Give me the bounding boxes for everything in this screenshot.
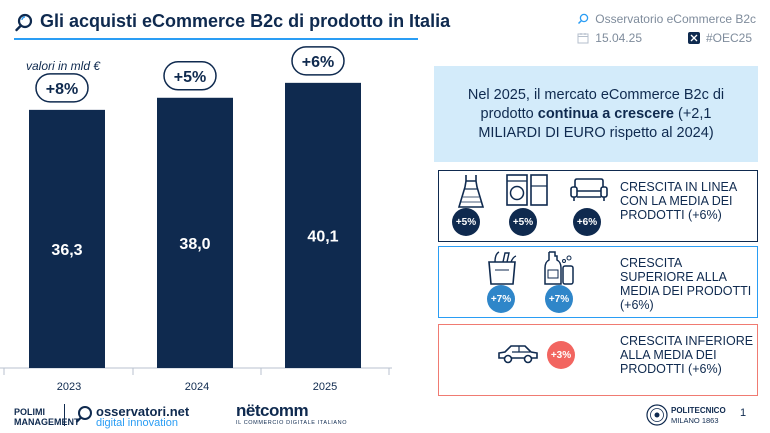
cleaning-products-icon (544, 251, 574, 285)
badge-cleaning: +7% (545, 285, 573, 313)
growth-label-2024: +5% (174, 69, 206, 86)
date-label: 15.04.25 (595, 30, 642, 45)
category-box-inline: +5% +5% +6% CRESCITA IN LINEA CON LA MED… (438, 170, 758, 242)
data-label-2025: 40,1 (307, 228, 338, 245)
lead-text-after: (+2,1 MILIARDI DI EURO rispetto al 2024) (478, 105, 714, 141)
dress-icon (457, 175, 485, 208)
netcomm-tagline: IL COMMERCIO DIGITALE ITALIANO (236, 420, 348, 426)
osservatori-name: osservatori.net (96, 404, 190, 419)
growth-label-2023: +8% (46, 81, 78, 98)
polimi-logo: POLIMI MANAGEMENT (14, 407, 80, 427)
category-text-above: CRESCITA SUPERIORE ALLA MEDIA DEI PRODOT… (620, 256, 752, 312)
growth-bubble-2025 (291, 46, 345, 76)
badge-grocery: +7% (487, 285, 515, 313)
car-icon (498, 345, 538, 364)
title-underline (14, 38, 418, 40)
magnifier-icon (15, 13, 33, 32)
osservatori-tagline: digital innovation (96, 417, 178, 429)
page-number: 1 (740, 407, 747, 419)
netcomm-logo: nëtcomm (236, 401, 309, 420)
growth-label-2025: +6% (302, 54, 334, 71)
politecnico-city: MILANO 1863 (671, 416, 719, 425)
politecnico-name: POLITECNICO (671, 406, 726, 415)
source-label: Osservatorio eCommerce B2c (595, 11, 756, 26)
lead-text-bold: continua a crescere (537, 105, 674, 122)
data-label-2024: 38,0 (179, 236, 210, 253)
calendar-icon (577, 32, 589, 43)
osservatori-logo-icon (75, 406, 92, 423)
category-box-above: +7% +7% CRESCITA SUPERIORE ALLA MEDIA DE… (438, 246, 758, 318)
bar-chart: 36,3 +8% 2023 38,0 +5% 2024 40,1 +6% 2025 (0, 46, 392, 393)
growth-bubble-2024 (163, 61, 217, 91)
lead-message-box: Nel 2025, il mercato eCommerce B2c di pr… (434, 66, 758, 162)
x-tick-label-2023: 2023 (57, 381, 81, 393)
bar-2024 (157, 97, 233, 369)
category-text-inline: CRESCITA IN LINEA CON LA MEDIA DEI PRODO… (620, 180, 737, 222)
badge-sofa: +6% (573, 208, 601, 236)
category-text-below: CRESCITA INFERIORE ALLA MEDIA DEI PRODOT… (620, 334, 754, 376)
bar-2023 (29, 109, 105, 368)
footer-divider (64, 404, 65, 426)
x-tick-label-2024: 2024 (185, 381, 209, 393)
polimi-line2: MANAGEMENT (14, 417, 80, 427)
hashtag-label: #OEC25 (706, 30, 753, 45)
category-box-below: +3% CRESCITA INFERIORE ALLA MEDIA DEI PR… (438, 324, 758, 396)
x-social-icon (688, 31, 700, 44)
chart-unit-label: valori in mld € (26, 59, 101, 73)
page-title: Gli acquisti eCommerce B2c di prodotto i… (40, 11, 451, 31)
bar-2025 (285, 82, 361, 368)
badge-car: +3% (547, 341, 575, 369)
magnifier-small-icon (578, 13, 589, 24)
lead-text-before: Nel 2025, il mercato eCommerce B2c di pr… (467, 86, 725, 122)
data-label-2023: 36,3 (51, 242, 82, 259)
badge-dress: +5% (452, 208, 480, 236)
sofa-icon (570, 178, 608, 201)
x-tick-label-2025: 2025 (313, 381, 337, 393)
appliances-icon (506, 174, 548, 206)
header-meta: Osservatorio eCommerce B2c 15.04.25 #OEC… (577, 10, 756, 46)
politecnico-seal-icon (646, 404, 668, 426)
badge-appliances: +5% (509, 208, 537, 236)
growth-bubble-2023 (35, 73, 89, 103)
lead-message: Nel 2025, il mercato eCommerce B2c di pr… (448, 86, 744, 143)
grocery-bag-icon (488, 251, 517, 285)
polimi-line1: POLIMI (14, 407, 45, 417)
